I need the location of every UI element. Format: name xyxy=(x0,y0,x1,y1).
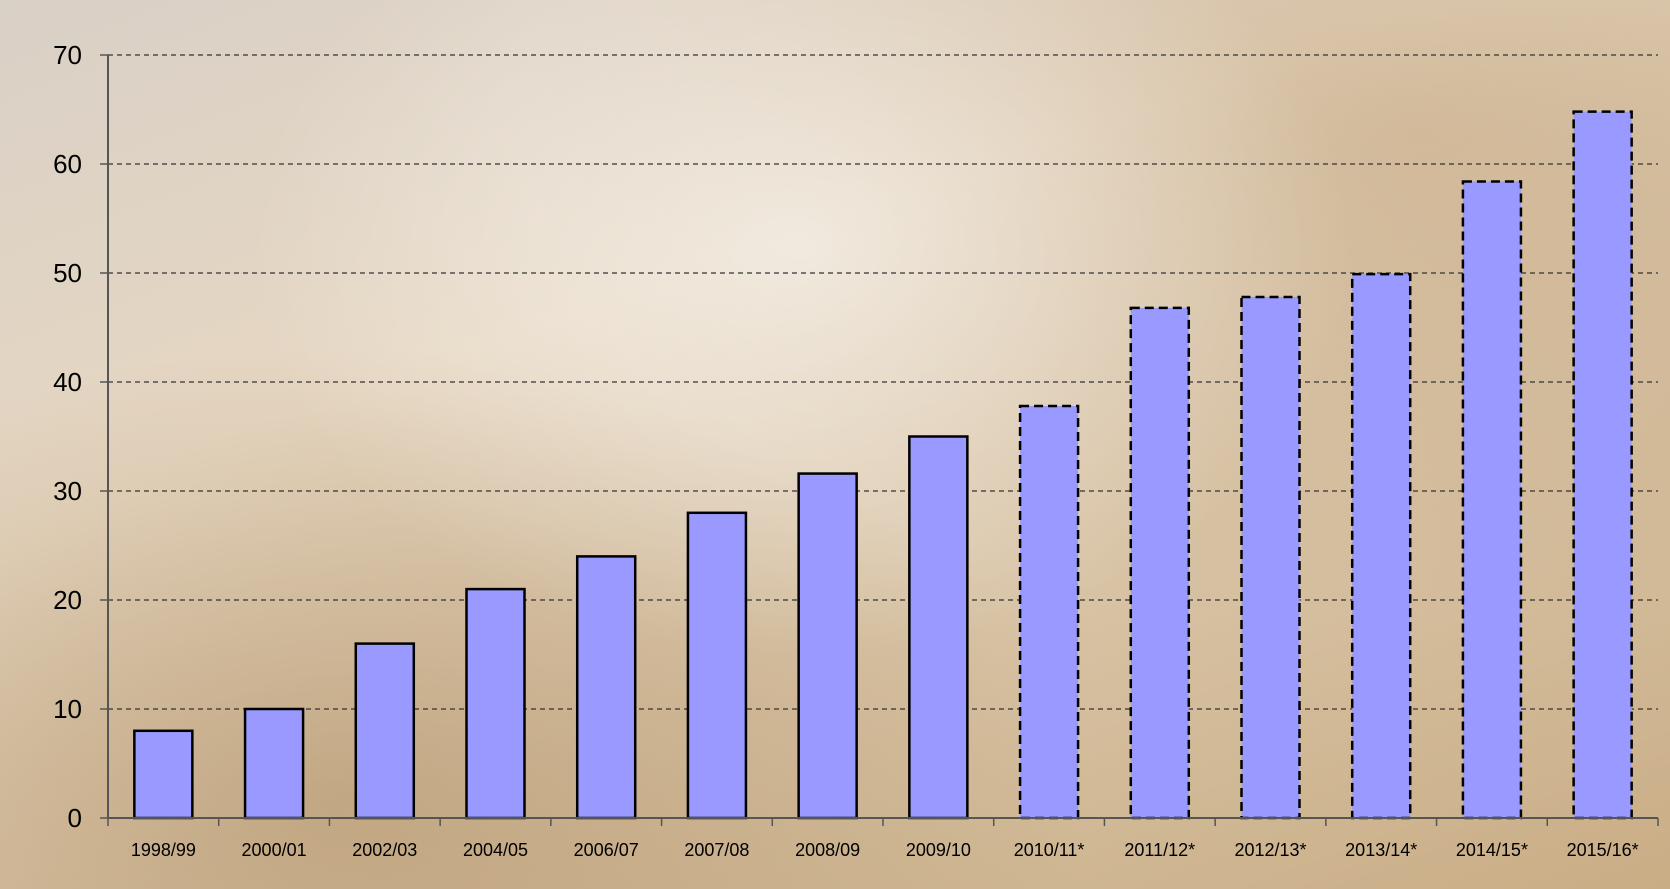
x-tick-label: 2006/07 xyxy=(574,840,639,860)
x-tick-label: 2002/03 xyxy=(352,840,417,860)
x-tick-label: 2015/16* xyxy=(1567,840,1639,860)
x-tick-label: 1998/99 xyxy=(131,840,196,860)
y-tick-label: 20 xyxy=(53,585,82,615)
bar xyxy=(797,472,858,820)
x-tick-label: 2010/11* xyxy=(1014,840,1085,860)
x-tick-label: 2009/10 xyxy=(906,840,971,860)
bar xyxy=(1572,110,1633,820)
x-tick-labels: 1998/99 2000/01 2002/03 2004/05 2006/07 2007/… xyxy=(131,840,1639,860)
x-tick-label: 2008/09 xyxy=(795,840,860,860)
bar xyxy=(908,435,969,820)
x-tick-label: 2014/15* xyxy=(1456,840,1528,860)
y-tick-label: 70 xyxy=(53,40,82,70)
x-tick-label: 2004/05 xyxy=(463,840,528,860)
bar xyxy=(1129,306,1191,820)
y-tick-label: 50 xyxy=(53,258,82,288)
bar xyxy=(243,707,305,820)
y-tick-labels: 0 10 20 30 40 50 60 70 xyxy=(53,40,82,833)
bar xyxy=(1350,272,1412,820)
gridlines xyxy=(108,54,1658,710)
y-tick-label: 60 xyxy=(53,149,82,179)
bars xyxy=(133,110,1633,820)
y-tick-label: 0 xyxy=(68,803,82,833)
x-tick-label: 2011/12* xyxy=(1124,840,1195,860)
bar xyxy=(465,587,526,820)
bar xyxy=(686,511,748,820)
bar xyxy=(133,729,194,820)
bar xyxy=(1018,404,1080,820)
bar xyxy=(1461,180,1523,820)
axes xyxy=(100,54,1659,826)
x-tick-label: 2000/01 xyxy=(242,840,307,860)
bar xyxy=(1240,295,1301,820)
x-tick-label: 2012/13* xyxy=(1234,840,1306,860)
bar xyxy=(354,642,416,820)
x-tick-label: 2007/08 xyxy=(684,840,749,860)
y-tick-label: 40 xyxy=(53,367,82,397)
y-tick-label: 10 xyxy=(53,694,82,724)
bar xyxy=(575,555,637,820)
y-tick-label: 30 xyxy=(53,476,82,506)
x-tick-label: 2013/14* xyxy=(1345,840,1417,860)
